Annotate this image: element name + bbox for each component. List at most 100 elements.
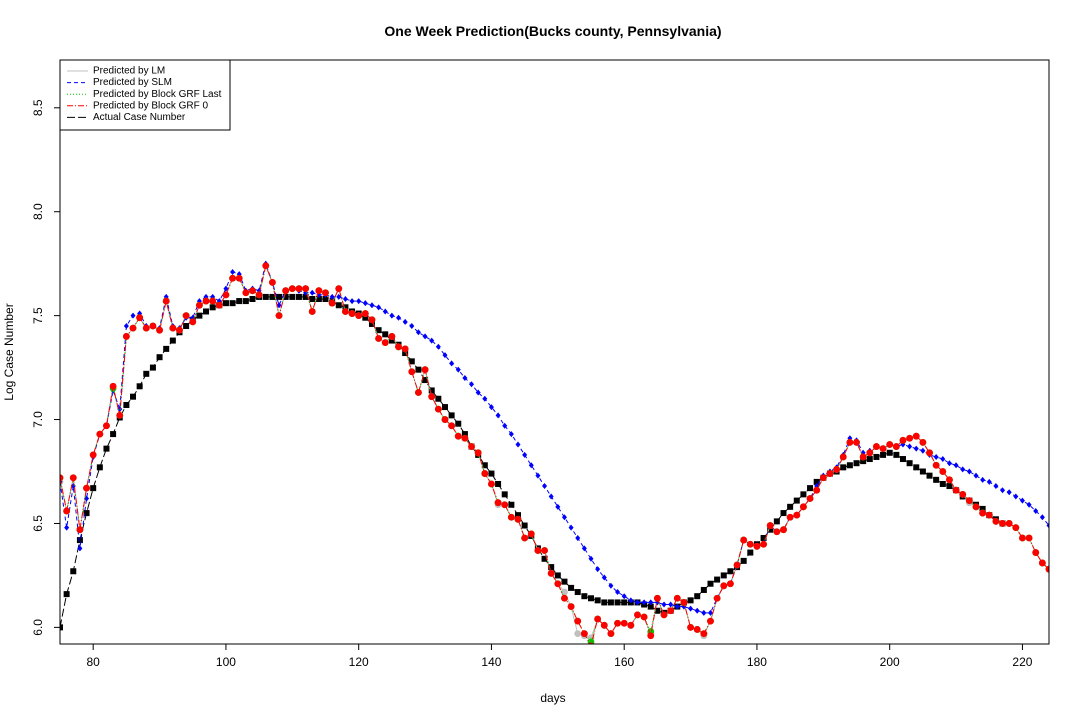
point [853, 460, 860, 467]
point [1012, 524, 1020, 532]
point [96, 430, 104, 438]
point [242, 298, 249, 305]
point [939, 468, 947, 475]
point [375, 335, 383, 342]
point [674, 603, 680, 610]
point [567, 603, 575, 610]
point [806, 495, 814, 502]
point [913, 445, 919, 452]
point [462, 374, 468, 381]
point [222, 291, 230, 299]
point [819, 474, 827, 482]
point [840, 464, 847, 471]
point [979, 505, 986, 512]
point [230, 268, 236, 275]
point [594, 597, 601, 604]
point [342, 304, 349, 311]
point [547, 569, 555, 577]
point [269, 278, 276, 286]
point [103, 445, 110, 452]
point [574, 630, 582, 638]
point [1019, 534, 1026, 542]
point [966, 468, 972, 475]
point [521, 522, 528, 529]
point [528, 462, 534, 469]
point [429, 337, 435, 344]
point [594, 615, 602, 623]
point [542, 483, 548, 490]
point [209, 297, 217, 305]
point [534, 547, 542, 554]
point [448, 412, 455, 419]
point [634, 599, 640, 606]
point [196, 312, 203, 319]
point [707, 609, 713, 616]
point [707, 580, 714, 587]
point [946, 460, 952, 467]
point [156, 326, 163, 334]
point [368, 320, 375, 327]
point [441, 404, 448, 411]
point [182, 312, 190, 320]
legend-label: Predicted by Block GRF 0 [93, 100, 208, 111]
point [766, 522, 774, 529]
point [660, 611, 668, 619]
point [494, 499, 502, 507]
point [415, 389, 422, 396]
point [215, 301, 223, 309]
point [514, 515, 522, 523]
point [893, 451, 900, 458]
point [408, 358, 415, 365]
point [422, 377, 429, 384]
point [202, 297, 210, 305]
point [388, 333, 396, 340]
point [222, 300, 229, 307]
point [973, 472, 979, 479]
point [455, 420, 462, 427]
point [349, 298, 355, 305]
point [335, 285, 343, 293]
point [1013, 493, 1019, 500]
point [561, 594, 568, 602]
y-tick-label: 7.0 [31, 411, 45, 428]
point [568, 524, 574, 531]
point [302, 293, 309, 300]
point [149, 322, 157, 330]
point [1000, 487, 1006, 494]
point [687, 623, 694, 631]
point [355, 312, 363, 320]
point [912, 432, 920, 440]
y-tick-label: 6.5 [31, 515, 45, 532]
point [919, 439, 927, 446]
point [468, 443, 475, 450]
y-tick-label: 7.5 [31, 307, 45, 324]
point [701, 609, 707, 616]
point [581, 545, 587, 552]
point [760, 535, 767, 542]
point [813, 478, 820, 485]
point [276, 302, 282, 309]
x-tick-label: 140 [481, 655, 501, 669]
point [322, 296, 329, 303]
point [361, 310, 369, 317]
point [356, 298, 362, 305]
point [906, 460, 913, 467]
point [143, 370, 150, 377]
point [926, 472, 933, 479]
point [502, 422, 508, 429]
point [1025, 534, 1033, 542]
point [83, 484, 90, 492]
point [156, 354, 163, 361]
point [527, 530, 535, 538]
point [654, 607, 661, 614]
point [740, 536, 748, 544]
point [183, 323, 190, 330]
point [541, 547, 548, 554]
point [972, 503, 980, 511]
point [448, 422, 456, 430]
point [209, 304, 216, 311]
point [859, 453, 867, 461]
point [136, 314, 144, 322]
x-tick-label: 220 [1012, 655, 1032, 669]
